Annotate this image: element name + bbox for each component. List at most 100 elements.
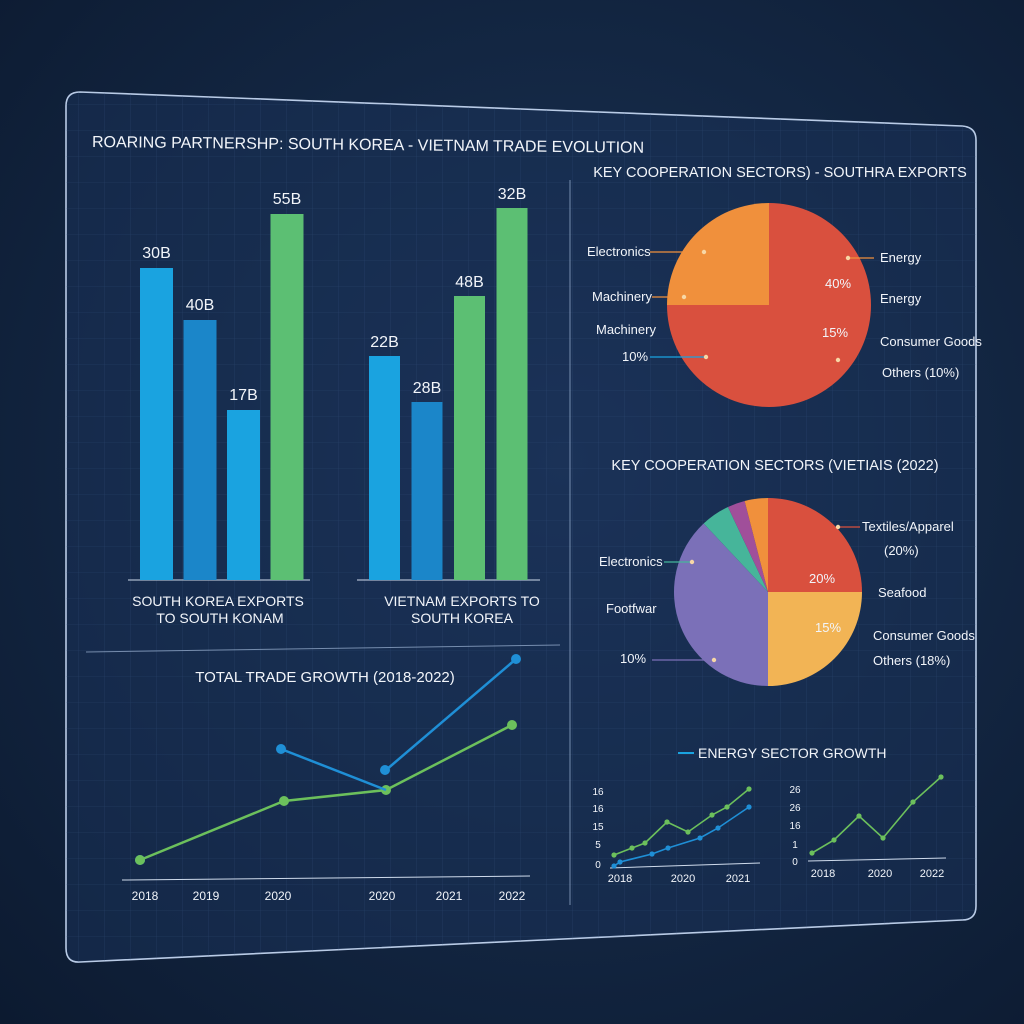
energy-left-series-1-point (611, 852, 617, 858)
sk-sectors-leader-dot (681, 294, 687, 300)
energy-right-x-axis (807, 857, 947, 862)
energy-right-series-1-point (856, 813, 862, 819)
energy-right-series-1-line (811, 776, 942, 854)
vn-exports-bar (369, 356, 400, 580)
vn-exports-bar-value-label: 32B (498, 186, 526, 203)
sk-sectors-annotation: Electronics (587, 244, 651, 259)
sk-sectors-annotation: Machinery (596, 322, 656, 337)
sk-sectors-annotation: Energy (880, 291, 922, 306)
vn-sectors-leader-dot (711, 657, 717, 663)
total-trade-x-tick-label: 2020 (265, 889, 292, 903)
vn-sectors-leader-dot (835, 524, 841, 530)
energy-growth-title: ENERGY SECTOR GROWTH (698, 745, 887, 761)
total-trade-x-tick-label: 2019 (193, 889, 220, 903)
energy-left-series-1-point (709, 812, 715, 818)
energy-right-series-1-point (831, 837, 837, 843)
energy-left-y-tick-label: 5 (595, 840, 601, 851)
energy-right-x-tick-label: 2018 (811, 868, 835, 880)
total-trade-x-axis (121, 875, 531, 881)
vn-exports-caption-line-2: SOUTH KOREA (411, 610, 514, 626)
sk-sectors-annotation: Energy (880, 250, 922, 265)
total-trade-series-1-point (380, 765, 390, 775)
total-trade-series-2-point (507, 720, 517, 730)
energy-left-y-tick-label: 16 (592, 787, 604, 798)
sk-sectors-title: KEY COOPERATION SECTORS) - SOUTHRA EXPOR… (593, 165, 967, 181)
vn-exports-caption-line-1: VIETNAM EXPORTS TO (384, 593, 540, 609)
energy-growth-charts: ENERGY SECTOR GROWTH 0 5 15 16 16 2018 2020 202… (592, 745, 947, 885)
total-trade-x-tick-label: 2020 (369, 889, 396, 903)
sk-exports-bar-value-label: 30B (142, 245, 170, 262)
vn-sectors-annotation: Footfwar (606, 601, 657, 616)
energy-left-y-tick-label: 0 (595, 860, 601, 871)
vn-sectors-leader-dot (689, 559, 695, 565)
energy-left-series-1-point (685, 829, 691, 835)
energy-left-series-2-point (649, 851, 655, 857)
vn-sectors-annotation: Electronics (599, 554, 663, 569)
total-trade-series-2-point (135, 855, 145, 865)
energy-left-series-1-point (664, 819, 670, 825)
sk-exports-bar (227, 410, 260, 580)
total-trade-series-1-dip (280, 747, 387, 792)
vn-sectors-annotation: Textiles/Apparel (862, 519, 954, 534)
energy-right-y-tick-label: 1 (792, 840, 798, 851)
energy-left-y-tick-label: 15 (592, 822, 604, 833)
total-trade-series-2-point (279, 796, 289, 806)
sk-sectors-annotation: 15% (822, 325, 848, 340)
sk-sectors-annotation: Machinery (592, 289, 652, 304)
vn-sectors-annotation: 15% (815, 620, 841, 635)
total-trade-x-tick-label: 2022 (499, 889, 526, 903)
energy-left-series-1-point (642, 840, 648, 846)
vn-exports-bar (496, 208, 528, 580)
sk-sectors-annotation: 10% (622, 349, 648, 364)
energy-left-x-tick-label: 2020 (671, 873, 695, 885)
sk-sectors-pie-chart: KEY COOPERATION SECTORS) - SOUTHRA EXPOR… (587, 165, 982, 407)
sk-exports-bar-value-label: 40B (186, 297, 214, 314)
vn-sectors-annotation: Seafood (878, 585, 926, 600)
sk-sectors-annotation: Others (10%) (882, 365, 959, 380)
energy-left-x-tick-label: 2021 (726, 873, 750, 885)
sk-sectors-leader-dot (835, 357, 841, 363)
total-trade-series-2-line (139, 723, 513, 862)
sk-exports-bar-value-label: 55B (273, 191, 301, 208)
vn-sectors-slice (744, 498, 768, 592)
total-trade-x-tick-label: 2018 (132, 889, 159, 903)
sk-sectors-leader-dot (701, 249, 707, 255)
sk-sectors-leader-dot (845, 255, 851, 261)
vn-exports-bar (411, 402, 443, 580)
vn-sectors-annotation: 10% (620, 651, 646, 666)
total-trade-series-1-point (511, 654, 521, 664)
energy-left-series-2-point (697, 835, 703, 841)
sk-sectors-annotation: Consumer Goods (880, 334, 982, 349)
panel-title: ROARING PARTNERSHP: SOUTH KOREA - VIETNA… (92, 134, 644, 157)
vn-sectors-slice (703, 506, 768, 592)
energy-left-series-1-point (746, 786, 752, 792)
energy-right-y-tick-label: 0 (792, 857, 798, 868)
energy-right-series-1-point (809, 850, 815, 856)
vn-sectors-annotation: (20%) (884, 543, 919, 558)
energy-right-x-tick-label: 2020 (868, 868, 892, 880)
vn-exports-bar-chart: VIETNAM EXPORTS TO SOUTH KOREA 22B 28B 48B… (357, 186, 540, 626)
energy-left-x-axis (609, 862, 761, 869)
vn-sectors-slice (727, 500, 768, 592)
sk-sectors-leader-dot (703, 354, 709, 360)
vn-sectors-annotation: 20% (809, 571, 835, 586)
vn-exports-bar (454, 296, 485, 580)
energy-left-series-1-point (724, 804, 730, 810)
total-trade-title: TOTAL TRADE GROWTH (2018-2022) (195, 669, 455, 686)
vn-sectors-title: KEY COOPERATION SECTORS (VIETΙAIS (2022) (611, 458, 938, 474)
vn-exports-bar-value-label: 48B (455, 274, 483, 291)
energy-left-series-2-point (665, 845, 671, 851)
energy-left-series-1-point (629, 845, 635, 851)
vn-sectors-annotation: Consumer Goods (873, 628, 975, 643)
sk-exports-bar-chart: SOUTH KOREA EXPORTS TO SOUTH KONAM 30B 40… (128, 191, 310, 626)
sk-exports-caption-line-1: SOUTH KOREA EXPORTS (132, 593, 304, 609)
total-trade-series-1-rise (385, 658, 517, 771)
vn-sectors-slice (768, 592, 862, 686)
vn-sectors-pie-chart: KEY COOPERATION SECTORS (VIETΙAIS (2022)… (599, 458, 975, 686)
vn-exports-bar-value-label: 22B (370, 334, 398, 351)
sk-exports-caption-line-2: TO SOUTH KONAM (156, 610, 283, 626)
total-trade-line-chart: TOTAL TRADE GROWTH (2018-2022) 2018 2019 2… (121, 654, 531, 903)
vn-exports-bar-value-label: 28B (413, 380, 441, 397)
sk-exports-bar-value-label: 17B (229, 387, 257, 404)
